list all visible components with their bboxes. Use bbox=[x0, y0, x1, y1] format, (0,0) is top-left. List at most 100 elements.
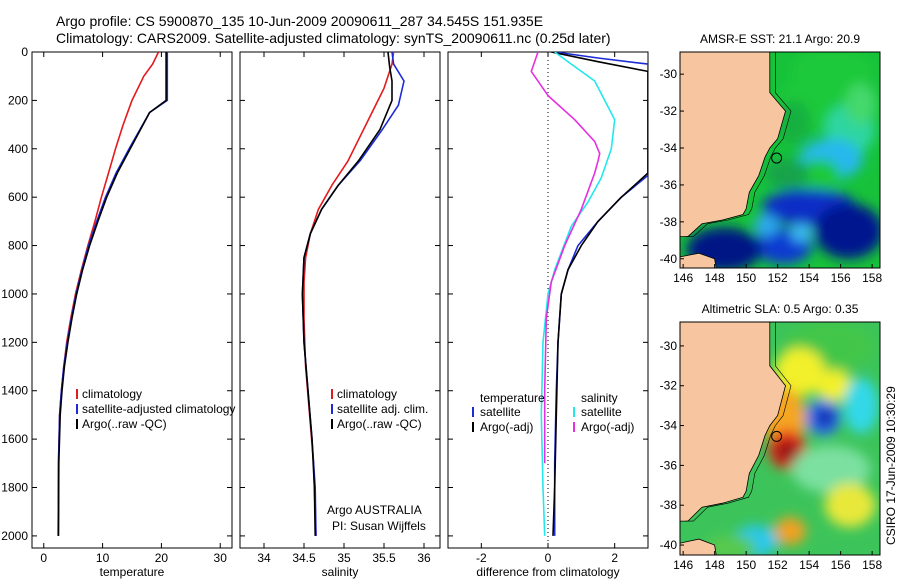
lat-tick-label: -38 bbox=[660, 215, 678, 229]
y-tick-label: 1800 bbox=[1, 481, 28, 495]
x-tick-label: 30 bbox=[214, 551, 228, 565]
legend-header: salinity bbox=[581, 391, 618, 405]
lat-tick-label: -30 bbox=[660, 339, 678, 353]
field-patch bbox=[774, 347, 825, 396]
series-line-4 bbox=[530, 52, 601, 464]
x-tick-label: 34.5 bbox=[292, 551, 316, 565]
lat-tick-label: -30 bbox=[660, 67, 678, 81]
lon-tick-label: 156 bbox=[831, 271, 851, 285]
lon-tick-label: 150 bbox=[736, 558, 756, 572]
y-tick-label: 1600 bbox=[1, 432, 28, 446]
y-tick-label: 200 bbox=[8, 93, 28, 107]
lon-tick-label: 148 bbox=[705, 558, 725, 572]
land-mass bbox=[680, 322, 786, 522]
series-line-3 bbox=[301, 52, 393, 536]
x-tick-label: 2 bbox=[611, 551, 618, 565]
climatology-subtitle: Climatology: CARS2009. Satellite-adjuste… bbox=[56, 30, 611, 46]
lat-tick-label: -40 bbox=[660, 252, 678, 266]
map-title: Altimetric SLA: 0.5 Argo: 0.35 bbox=[702, 302, 859, 316]
lon-tick-label: 146 bbox=[673, 271, 693, 285]
lat-tick-label: -32 bbox=[660, 379, 678, 393]
lon-tick-label: 158 bbox=[862, 271, 882, 285]
field-patch bbox=[796, 159, 841, 193]
lat-tick-label: -36 bbox=[660, 178, 678, 192]
x-axis-label: temperature bbox=[100, 565, 165, 579]
lat-tick-label: -36 bbox=[660, 458, 678, 472]
series-line-3 bbox=[57, 52, 167, 536]
argo-position-marker bbox=[771, 430, 783, 442]
field-patch bbox=[774, 439, 800, 464]
field-anomalies bbox=[705, 322, 879, 555]
map-title: AMSR-E SST: 21.1 Argo: 20.9 bbox=[700, 32, 860, 46]
lon-tick-label: 154 bbox=[799, 558, 819, 572]
x-tick-label: 20 bbox=[155, 551, 169, 565]
profile-title: Argo profile: CS 5900870_135 10-Jun-2009… bbox=[56, 13, 544, 29]
plot-frame bbox=[239, 51, 441, 549]
field-patch bbox=[843, 377, 879, 434]
legend-entry: satellite bbox=[480, 405, 521, 419]
field-patch bbox=[754, 214, 780, 237]
field-patch bbox=[774, 517, 806, 546]
lon-tick-label: 148 bbox=[705, 271, 725, 285]
legend-header: temperature bbox=[480, 391, 545, 405]
y-tick-label: 400 bbox=[8, 142, 28, 156]
lon-tick-label: 150 bbox=[736, 271, 756, 285]
field-patch bbox=[705, 535, 756, 555]
lat-tick-label: -34 bbox=[660, 419, 678, 433]
lon-tick-label: 158 bbox=[862, 558, 882, 572]
lon-tick-label: 152 bbox=[768, 271, 788, 285]
series-line-2 bbox=[551, 52, 648, 536]
map-panel-2: Altimetric SLA: 0.5 Argo: 0.35 146 148 150 1… bbox=[660, 302, 883, 572]
field-patch bbox=[845, 83, 877, 124]
legend-entry: satellite adj. clim. bbox=[337, 402, 428, 416]
plot-frame bbox=[31, 51, 233, 549]
x-axis-label: salinity bbox=[322, 565, 359, 579]
y-tick-label: 0 bbox=[21, 45, 28, 59]
legend-entry: Argo(-adj) bbox=[480, 420, 533, 434]
legend-entry: Argo(-adj) bbox=[581, 420, 634, 434]
y-tick-label: 1400 bbox=[1, 384, 28, 398]
legend-entry: satellite-adjusted climatology bbox=[82, 402, 235, 416]
legend-entry: Argo(..raw -QC) bbox=[337, 417, 422, 431]
x-tick-label: 35 bbox=[337, 551, 351, 565]
x-tick-label: 35.5 bbox=[372, 551, 396, 565]
field-patch bbox=[813, 203, 880, 259]
island bbox=[680, 252, 717, 268]
legend-entry: satellite bbox=[581, 405, 622, 419]
x-tick-label: 0 bbox=[545, 551, 552, 565]
pi-annotation: PI: Susan Wijffels bbox=[332, 519, 426, 533]
y-tick-label: 1000 bbox=[1, 287, 28, 301]
owner-annotation: Argo AUSTRALIA bbox=[327, 503, 422, 517]
legend-entry: climatology bbox=[82, 387, 142, 401]
y-tick-label: 800 bbox=[8, 239, 28, 253]
shelf-contour bbox=[685, 322, 792, 522]
map-frame bbox=[679, 51, 881, 269]
y-tick-label: 600 bbox=[8, 190, 28, 204]
lon-tick-label: 146 bbox=[673, 558, 693, 572]
x-tick-label: 0 bbox=[40, 551, 47, 565]
island bbox=[680, 538, 717, 555]
profile-panel-2: 34 34.5 35 35.5 36 salinity climatologysatelli… bbox=[239, 51, 441, 579]
land-mass bbox=[680, 52, 786, 237]
argo-position-marker bbox=[771, 152, 783, 164]
field-patch bbox=[791, 445, 871, 494]
field-patch bbox=[815, 369, 854, 402]
y-tick-label: 2000 bbox=[1, 529, 28, 543]
lat-tick-label: -38 bbox=[660, 498, 678, 512]
legend-entry: Argo(..raw -QC) bbox=[82, 417, 167, 431]
lon-tick-label: 156 bbox=[831, 558, 851, 572]
x-tick-label: -2 bbox=[476, 551, 487, 565]
x-tick-label: 36 bbox=[417, 551, 431, 565]
shelf-contour bbox=[685, 52, 792, 237]
field-patch bbox=[765, 159, 810, 189]
field-patch bbox=[815, 407, 835, 428]
map-frame bbox=[679, 321, 881, 556]
x-axis-label: difference from climatology bbox=[476, 565, 619, 579]
map-panel-1: AMSR-E SST: 21.1 Argo: 20.9 146 148 150 152 1… bbox=[660, 32, 883, 285]
legend: temperaturesatelliteArgo(-adj)salinitysa… bbox=[472, 391, 634, 434]
field-patch bbox=[790, 223, 813, 243]
